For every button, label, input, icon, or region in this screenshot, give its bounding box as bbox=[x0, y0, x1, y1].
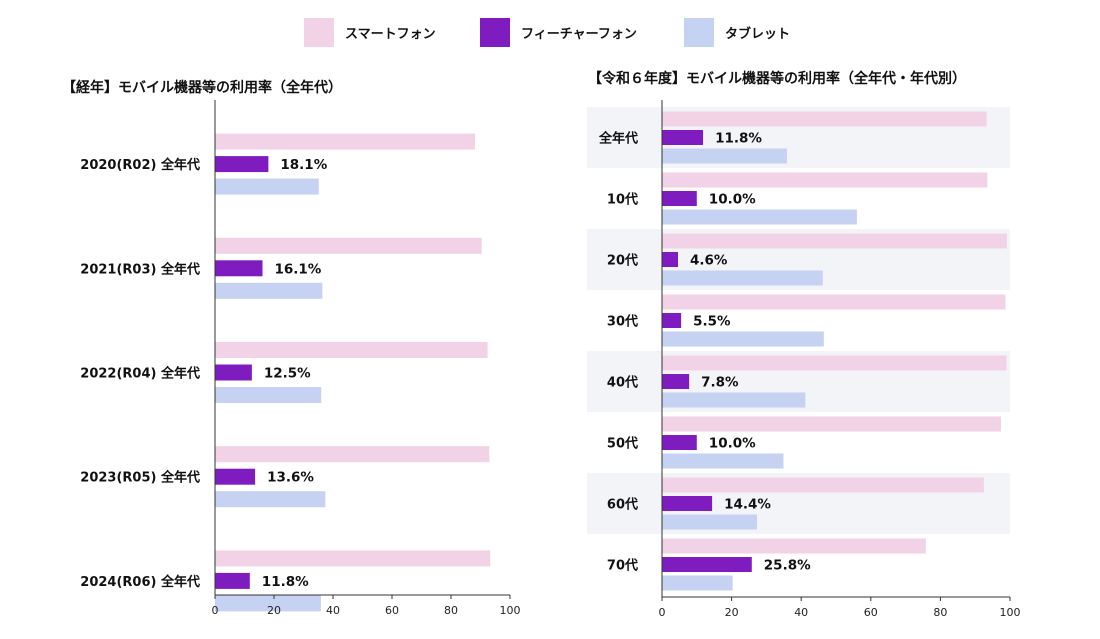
x-tick-label: 100 bbox=[500, 604, 521, 617]
bar-smartphone bbox=[215, 133, 475, 150]
category-label-right: 20代 bbox=[607, 253, 638, 269]
category-label-right: 70代 bbox=[607, 558, 638, 574]
data-label-feature-phone: 18.1% bbox=[280, 157, 327, 173]
x-tick-label: 0 bbox=[659, 606, 666, 619]
bar-smartphone bbox=[215, 446, 490, 463]
legend: スマートフォン フィーチャーフォン タブレット bbox=[304, 18, 790, 47]
category-label-right: 全年代 bbox=[598, 131, 638, 147]
x-tick-label: 20 bbox=[267, 604, 281, 617]
data-label-feature-phone: 4.6% bbox=[690, 253, 728, 269]
bar-feature-phone bbox=[215, 468, 256, 485]
data-label-feature-phone: 16.1% bbox=[274, 261, 321, 277]
category-label-left: 2020(R02) 全年代 bbox=[80, 157, 200, 173]
bar-smartphone bbox=[215, 342, 488, 358]
bar-feature-phone bbox=[662, 191, 697, 206]
bar-tablet bbox=[215, 282, 323, 299]
bar-feature-phone bbox=[662, 130, 704, 145]
bar-tablet bbox=[662, 209, 857, 225]
data-label-feature-phone: 14.4% bbox=[724, 497, 771, 513]
bar-tablet bbox=[215, 595, 321, 612]
bar-feature-phone bbox=[662, 435, 697, 450]
bar-tablet bbox=[215, 491, 326, 508]
bar-feature-phone bbox=[215, 260, 263, 277]
bar-feature-phone bbox=[662, 557, 752, 572]
chart-right: 全年代 11.8% 10代 10.0% 20代 4.6% 30代 5.5% 40代 7.8% 50代… bbox=[587, 100, 1021, 619]
data-label-feature-phone: 11.8% bbox=[715, 131, 762, 147]
bar-tablet bbox=[215, 178, 319, 195]
x-tick-label: 0 bbox=[212, 604, 219, 617]
bar-smartphone bbox=[215, 550, 491, 567]
bar-tablet bbox=[662, 148, 787, 164]
category-label-right: 30代 bbox=[607, 314, 638, 330]
category-label-left: 2023(R05) 全年代 bbox=[80, 470, 200, 486]
bar-smartphone bbox=[662, 111, 987, 127]
chart-title-right: 【令和６年度】モバイル機器等の利用率（全年代・年代別） bbox=[588, 70, 966, 87]
bar-smartphone bbox=[662, 355, 1007, 371]
x-tick-label: 40 bbox=[326, 604, 340, 617]
data-label-feature-phone: 10.0% bbox=[709, 436, 756, 452]
legend-swatch-tablet bbox=[684, 18, 714, 47]
bar-tablet bbox=[662, 575, 733, 591]
data-label-feature-phone: 11.8% bbox=[262, 574, 309, 590]
category-label-right: 10代 bbox=[607, 192, 638, 208]
legend-label-smartphone: スマートフォン bbox=[345, 27, 436, 42]
x-tick-label: 80 bbox=[933, 606, 947, 619]
x-tick-label: 40 bbox=[794, 606, 808, 619]
legend-label-tablet: タブレット bbox=[725, 26, 790, 42]
bar-tablet bbox=[662, 453, 784, 469]
category-label-right: 50代 bbox=[607, 436, 638, 452]
category-label-left: 2021(R03) 全年代 bbox=[80, 261, 200, 277]
bar-tablet bbox=[662, 270, 823, 286]
chart-left: 2020(R02) 全年代 18.1% 2021(R03) 全年代 16.1% 2022… bbox=[80, 100, 521, 617]
bar-feature-phone bbox=[662, 313, 682, 328]
data-label-feature-phone: 12.5% bbox=[264, 366, 311, 382]
bar-feature-phone bbox=[215, 156, 269, 173]
category-label-left: 2024(R06) 全年代 bbox=[80, 574, 200, 590]
bar-feature-phone bbox=[215, 364, 252, 381]
bar-smartphone bbox=[215, 237, 482, 254]
x-tick-label: 80 bbox=[444, 604, 458, 617]
legend-swatch-smartphone bbox=[304, 18, 334, 47]
bar-feature-phone bbox=[662, 374, 690, 389]
bar-tablet bbox=[662, 331, 824, 347]
category-label-left: 2022(R04) 全年代 bbox=[80, 366, 200, 382]
x-tick-label: 100 bbox=[1000, 606, 1021, 619]
data-label-feature-phone: 25.8% bbox=[764, 558, 811, 574]
bar-tablet bbox=[662, 514, 758, 530]
data-label-feature-phone: 13.6% bbox=[267, 470, 314, 486]
bar-smartphone bbox=[662, 538, 926, 554]
legend-swatch-feature-phone bbox=[480, 18, 510, 47]
bar-feature-phone bbox=[662, 252, 679, 267]
data-label-feature-phone: 7.8% bbox=[701, 375, 739, 391]
bar-feature-phone bbox=[662, 496, 713, 511]
chart-title-left: 【経年】モバイル機器等の利用率（全年代） bbox=[62, 79, 342, 96]
bar-smartphone bbox=[662, 416, 1001, 432]
x-tick-label: 60 bbox=[864, 606, 878, 619]
bar-smartphone bbox=[662, 233, 1007, 249]
bar-feature-phone bbox=[215, 572, 250, 589]
bar-tablet bbox=[662, 392, 806, 408]
category-label-right: 60代 bbox=[607, 497, 638, 513]
bar-smartphone bbox=[662, 294, 1006, 310]
category-label-right: 40代 bbox=[607, 375, 638, 391]
data-label-feature-phone: 5.5% bbox=[693, 314, 731, 330]
bar-smartphone bbox=[662, 477, 984, 493]
x-tick-label: 20 bbox=[725, 606, 739, 619]
bar-tablet bbox=[215, 387, 322, 403]
x-tick-label: 60 bbox=[385, 604, 399, 617]
bar-smartphone bbox=[662, 172, 988, 188]
legend-label-feature-phone: フィーチャーフォン bbox=[521, 27, 637, 42]
data-label-feature-phone: 10.0% bbox=[709, 192, 756, 208]
